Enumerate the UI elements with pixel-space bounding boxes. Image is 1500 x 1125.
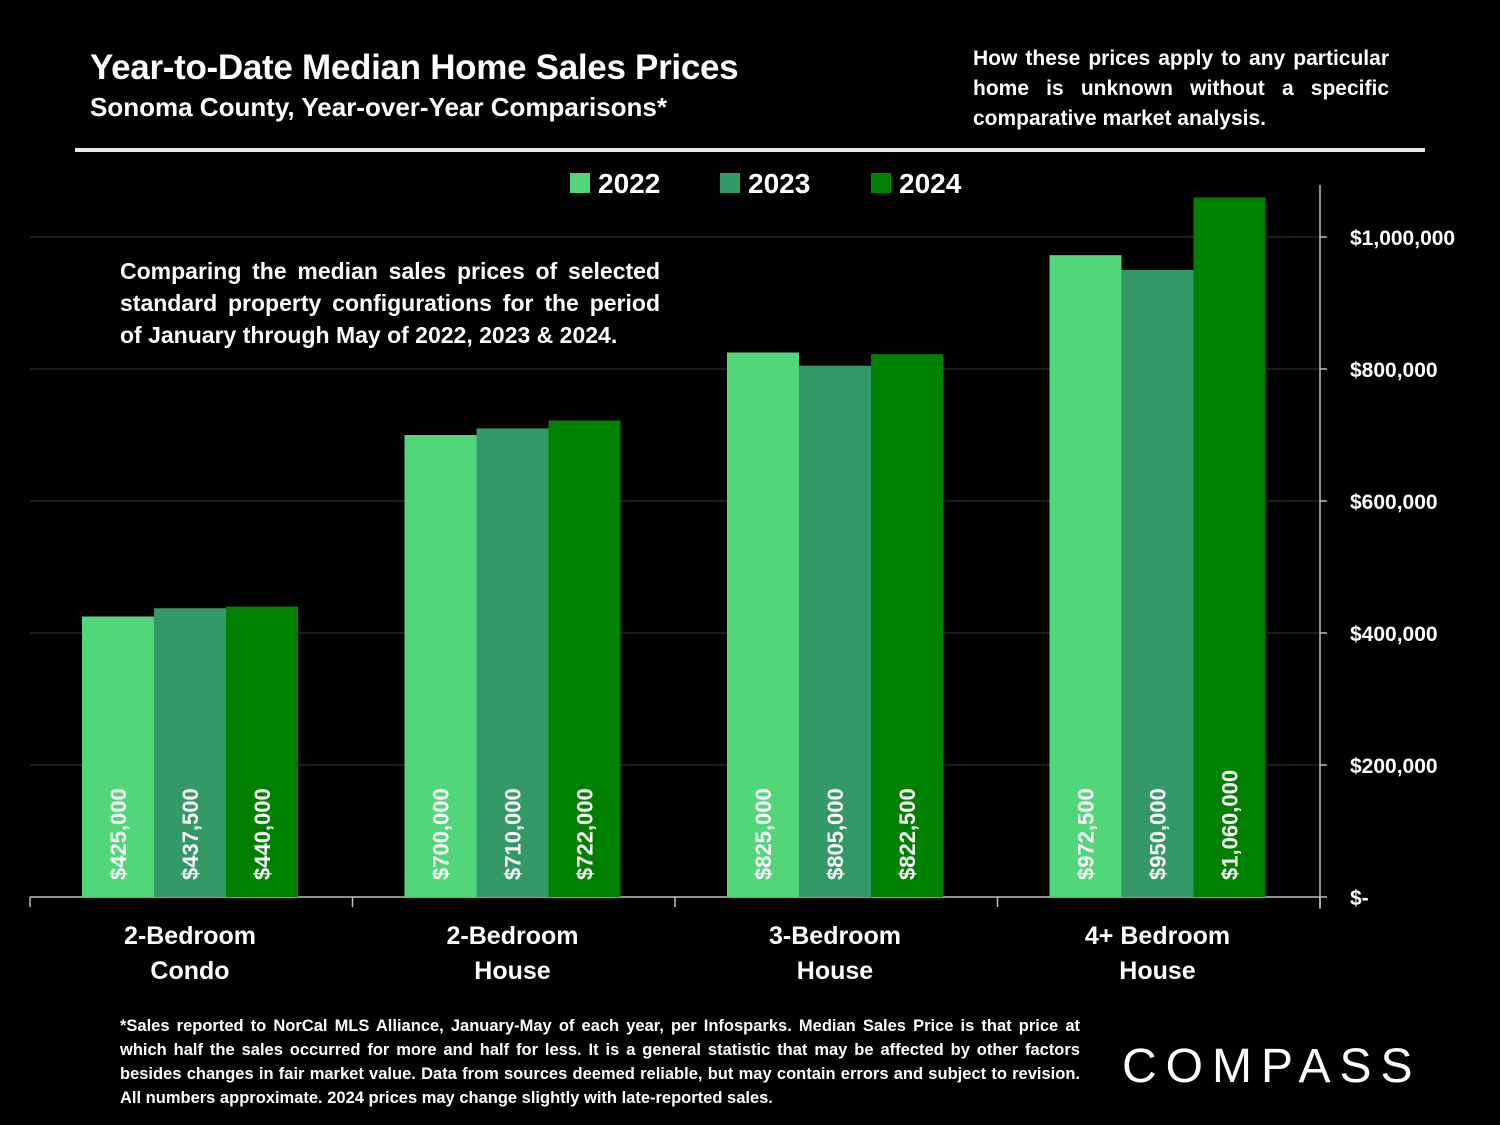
bar-2023-2 <box>476 428 549 897</box>
compass-logo-text: COMPASS <box>1122 1040 1421 1093</box>
footnote: *Sales reported to NorCal MLS Alliance, … <box>120 1017 1080 1107</box>
bar-2023-1 <box>154 608 226 897</box>
category-label: House <box>797 957 874 985</box>
y-tick-label: $- <box>1350 887 1369 910</box>
data-label: $700,000 <box>429 788 454 880</box>
y-tick-label: $400,000 <box>1350 623 1438 646</box>
y-tick-label: $200,000 <box>1350 755 1438 778</box>
disclaimer-note: How these prices apply to any particular… <box>973 47 1389 130</box>
bar-2024-4 <box>1193 197 1266 897</box>
bar-2022-1 <box>82 616 154 897</box>
category-label: House <box>474 957 551 985</box>
category-label: 2-Bedroom <box>447 922 579 950</box>
category-label: 2-Bedroom <box>124 922 256 950</box>
data-label: $710,000 <box>501 788 526 880</box>
data-label: $822,500 <box>895 788 920 880</box>
bar-2024-2 <box>548 420 621 897</box>
legend-label-2024: 2024 <box>899 168 962 199</box>
data-label: $805,000 <box>823 788 848 880</box>
data-label: $825,000 <box>751 788 776 880</box>
data-label: $950,000 <box>1146 788 1171 880</box>
category-label: 4+ Bedroom <box>1085 922 1230 950</box>
data-label: $440,000 <box>250 788 275 880</box>
page-title: Year-to-Date Median Home Sales Prices <box>90 48 739 87</box>
data-label: $1,060,000 <box>1218 770 1243 880</box>
bar-2024-1 <box>226 606 298 897</box>
data-label: $722,000 <box>573 788 598 880</box>
category-label: House <box>1119 957 1196 985</box>
bar-2024-3 <box>871 354 943 897</box>
bar-2022-4 <box>1049 255 1122 897</box>
category-label: Condo <box>150 957 229 985</box>
bar-2022-3 <box>727 352 799 897</box>
y-tick-label: $1,000,000 <box>1350 227 1455 250</box>
legend-label-2022: 2022 <box>598 168 660 199</box>
legend-swatch-2023 <box>720 173 740 193</box>
legend-swatch-2024 <box>871 173 891 193</box>
data-label: $972,500 <box>1074 788 1099 880</box>
bar-2023-4 <box>1121 270 1194 897</box>
chart-description: Comparing the median sales prices of sel… <box>120 258 660 348</box>
y-tick-label: $600,000 <box>1350 491 1438 514</box>
page-subtitle: Sonoma County, Year-over-Year Comparison… <box>90 92 667 122</box>
bar-2023-3 <box>799 365 871 897</box>
compass-logo: COMPASS <box>1122 1040 1421 1093</box>
legend-label-2023: 2023 <box>748 168 810 199</box>
bar-2022-2 <box>404 435 477 897</box>
header-divider <box>75 148 1425 152</box>
data-label: $425,000 <box>106 788 131 880</box>
category-label: 3-Bedroom <box>769 922 901 950</box>
data-label: $437,500 <box>178 788 203 880</box>
y-tick-label: $800,000 <box>1350 359 1438 382</box>
legend-swatch-2022 <box>570 173 590 193</box>
